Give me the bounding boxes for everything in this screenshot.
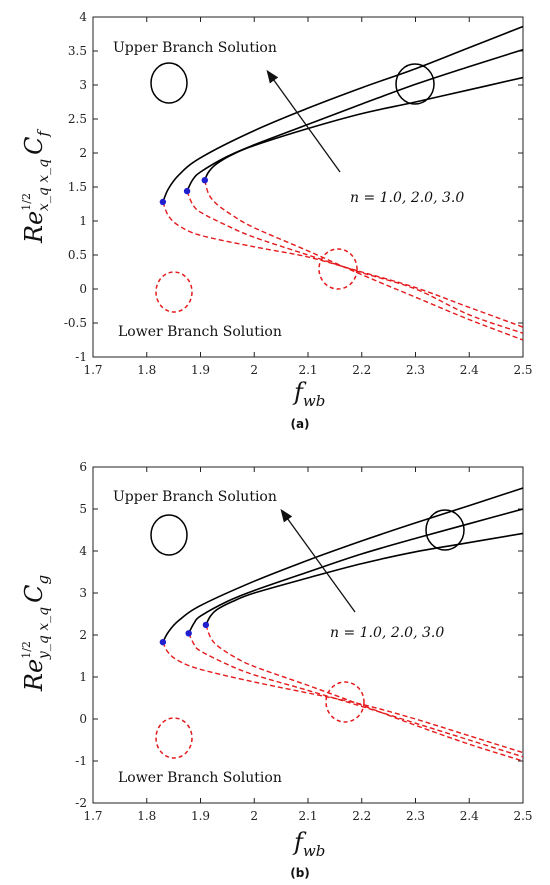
lower-branch-line-3 — [205, 624, 523, 762]
lower-branch-label: Lower Branch Solution — [118, 770, 282, 786]
y-tick-label: 2 — [79, 146, 87, 160]
upper-branch-label: Upper Branch Solution — [113, 489, 277, 505]
x-tick-label: 2.4 — [460, 809, 479, 823]
increasing-n-arrow — [280, 508, 356, 613]
critical-point-1 — [159, 198, 167, 206]
upper-branch-line-1 — [162, 25, 523, 203]
upper-branch-highlight-circle — [425, 509, 465, 551]
upper-branch-legend-circle — [150, 514, 188, 556]
y-tick-label: -1 — [75, 754, 87, 768]
critical-point-1 — [159, 638, 167, 646]
y-tick-label: 6 — [79, 460, 87, 474]
x-tick-label: 2.2 — [352, 363, 371, 377]
y-tick-label: 0 — [79, 712, 87, 726]
lower-branch-highlight-circle — [318, 248, 358, 290]
x-tick-label: 2.1 — [298, 363, 317, 377]
y-tick-label: 3.5 — [68, 44, 87, 58]
x-tick-label: 2 — [250, 363, 258, 377]
y-tick-label: -0.5 — [64, 316, 87, 330]
y-tick-label: 0 — [79, 282, 87, 296]
y-tick-label: 3 — [79, 78, 87, 92]
x-tick-label: 1.8 — [137, 363, 156, 377]
critical-point-3 — [201, 177, 208, 184]
upper-branch-legend-circle — [150, 62, 188, 104]
lower-branch-line-1 — [162, 641, 523, 754]
lower-branch-line-2 — [186, 190, 523, 334]
lower-branch-legend-circle — [155, 717, 193, 759]
n-values-label: n = 1.0, 2.0, 3.0 — [350, 190, 464, 206]
y-axis-label: Re1/2 x_q x_qCf — [20, 129, 52, 245]
y-tick-label: 3 — [79, 586, 87, 600]
x-axis-label: fwb — [292, 828, 325, 860]
x-tick-label: 2.3 — [406, 363, 425, 377]
lower-branch-label: Lower Branch Solution — [118, 324, 282, 340]
x-tick-label: 1.7 — [83, 809, 102, 823]
lower-branch-line-3 — [204, 180, 523, 341]
y-tick-label: -2 — [75, 796, 87, 810]
upper-branch-line-2 — [186, 48, 523, 192]
lower-branch-highlight-circle — [325, 681, 365, 723]
curves — [162, 487, 523, 762]
lower-branch-legend-circle — [155, 271, 193, 313]
x-tick-label: 1.8 — [137, 809, 156, 823]
panel-label: (b) — [290, 866, 310, 880]
critical-point-2 — [185, 630, 192, 637]
x-tick-label: 1.9 — [191, 809, 210, 823]
x-tick-label: 2.3 — [406, 809, 425, 823]
plot-frame — [92, 466, 524, 804]
x-axis-label: fwb — [292, 378, 325, 410]
chart-panel-a: 1.7 1.8 1.9 2 2.1 2.2 2.3 2.4 2.5 -1 -0.5 0 0.5 1 1.5 2… — [20, 10, 533, 431]
upper-branch-line-1 — [162, 487, 523, 643]
y-tick-label: -1 — [75, 350, 87, 364]
y-tick-label: 1 — [79, 670, 87, 684]
increasing-n-arrow — [266, 69, 341, 173]
lower-branch-line-2 — [188, 632, 523, 758]
y-tick-label: 5 — [79, 502, 87, 516]
critical-point-3 — [202, 621, 210, 629]
x-tick-label: 2.2 — [352, 809, 371, 823]
y-tick-label: 4 — [79, 10, 87, 24]
critical-point-2 — [183, 187, 191, 195]
x-tick-label: 2.5 — [513, 363, 532, 377]
x-tick-label: 1.7 — [83, 363, 102, 377]
y-tick-label: 0.5 — [68, 248, 87, 262]
upper-branch-line-2 — [187, 508, 523, 634]
y-axis-label: Re1/2 y_q x_qCg — [20, 575, 52, 692]
upper-branch-highlight-circle — [395, 63, 435, 105]
n-values-label: n = 1.0, 2.0, 3.0 — [330, 625, 444, 641]
y-tick-label: 2.5 — [68, 112, 87, 126]
x-tick-label: 2.5 — [513, 809, 532, 823]
chart-panel-b: 1.7 1.8 1.9 2 2.1 2.2 2.3 2.4 2.5 -2 -1 0 1 2 3 4 5 6 Uppe… — [20, 460, 533, 880]
y-tick-label: 2 — [79, 628, 87, 642]
upper-branch-label: Upper Branch Solution — [113, 40, 277, 56]
curves — [162, 25, 523, 341]
x-tick-label: 2.4 — [460, 363, 479, 377]
panel-label: (a) — [290, 417, 309, 431]
x-tick-label: 2 — [250, 809, 258, 823]
upper-branch-line-3 — [205, 532, 523, 626]
upper-branch-line-3 — [204, 76, 523, 181]
y-tick-label: 1 — [79, 214, 87, 228]
x-tick-label: 2.1 — [298, 809, 317, 823]
y-tick-label: 1.5 — [68, 180, 87, 194]
y-tick-label: 4 — [79, 544, 87, 558]
x-tick-label: 1.9 — [191, 363, 210, 377]
